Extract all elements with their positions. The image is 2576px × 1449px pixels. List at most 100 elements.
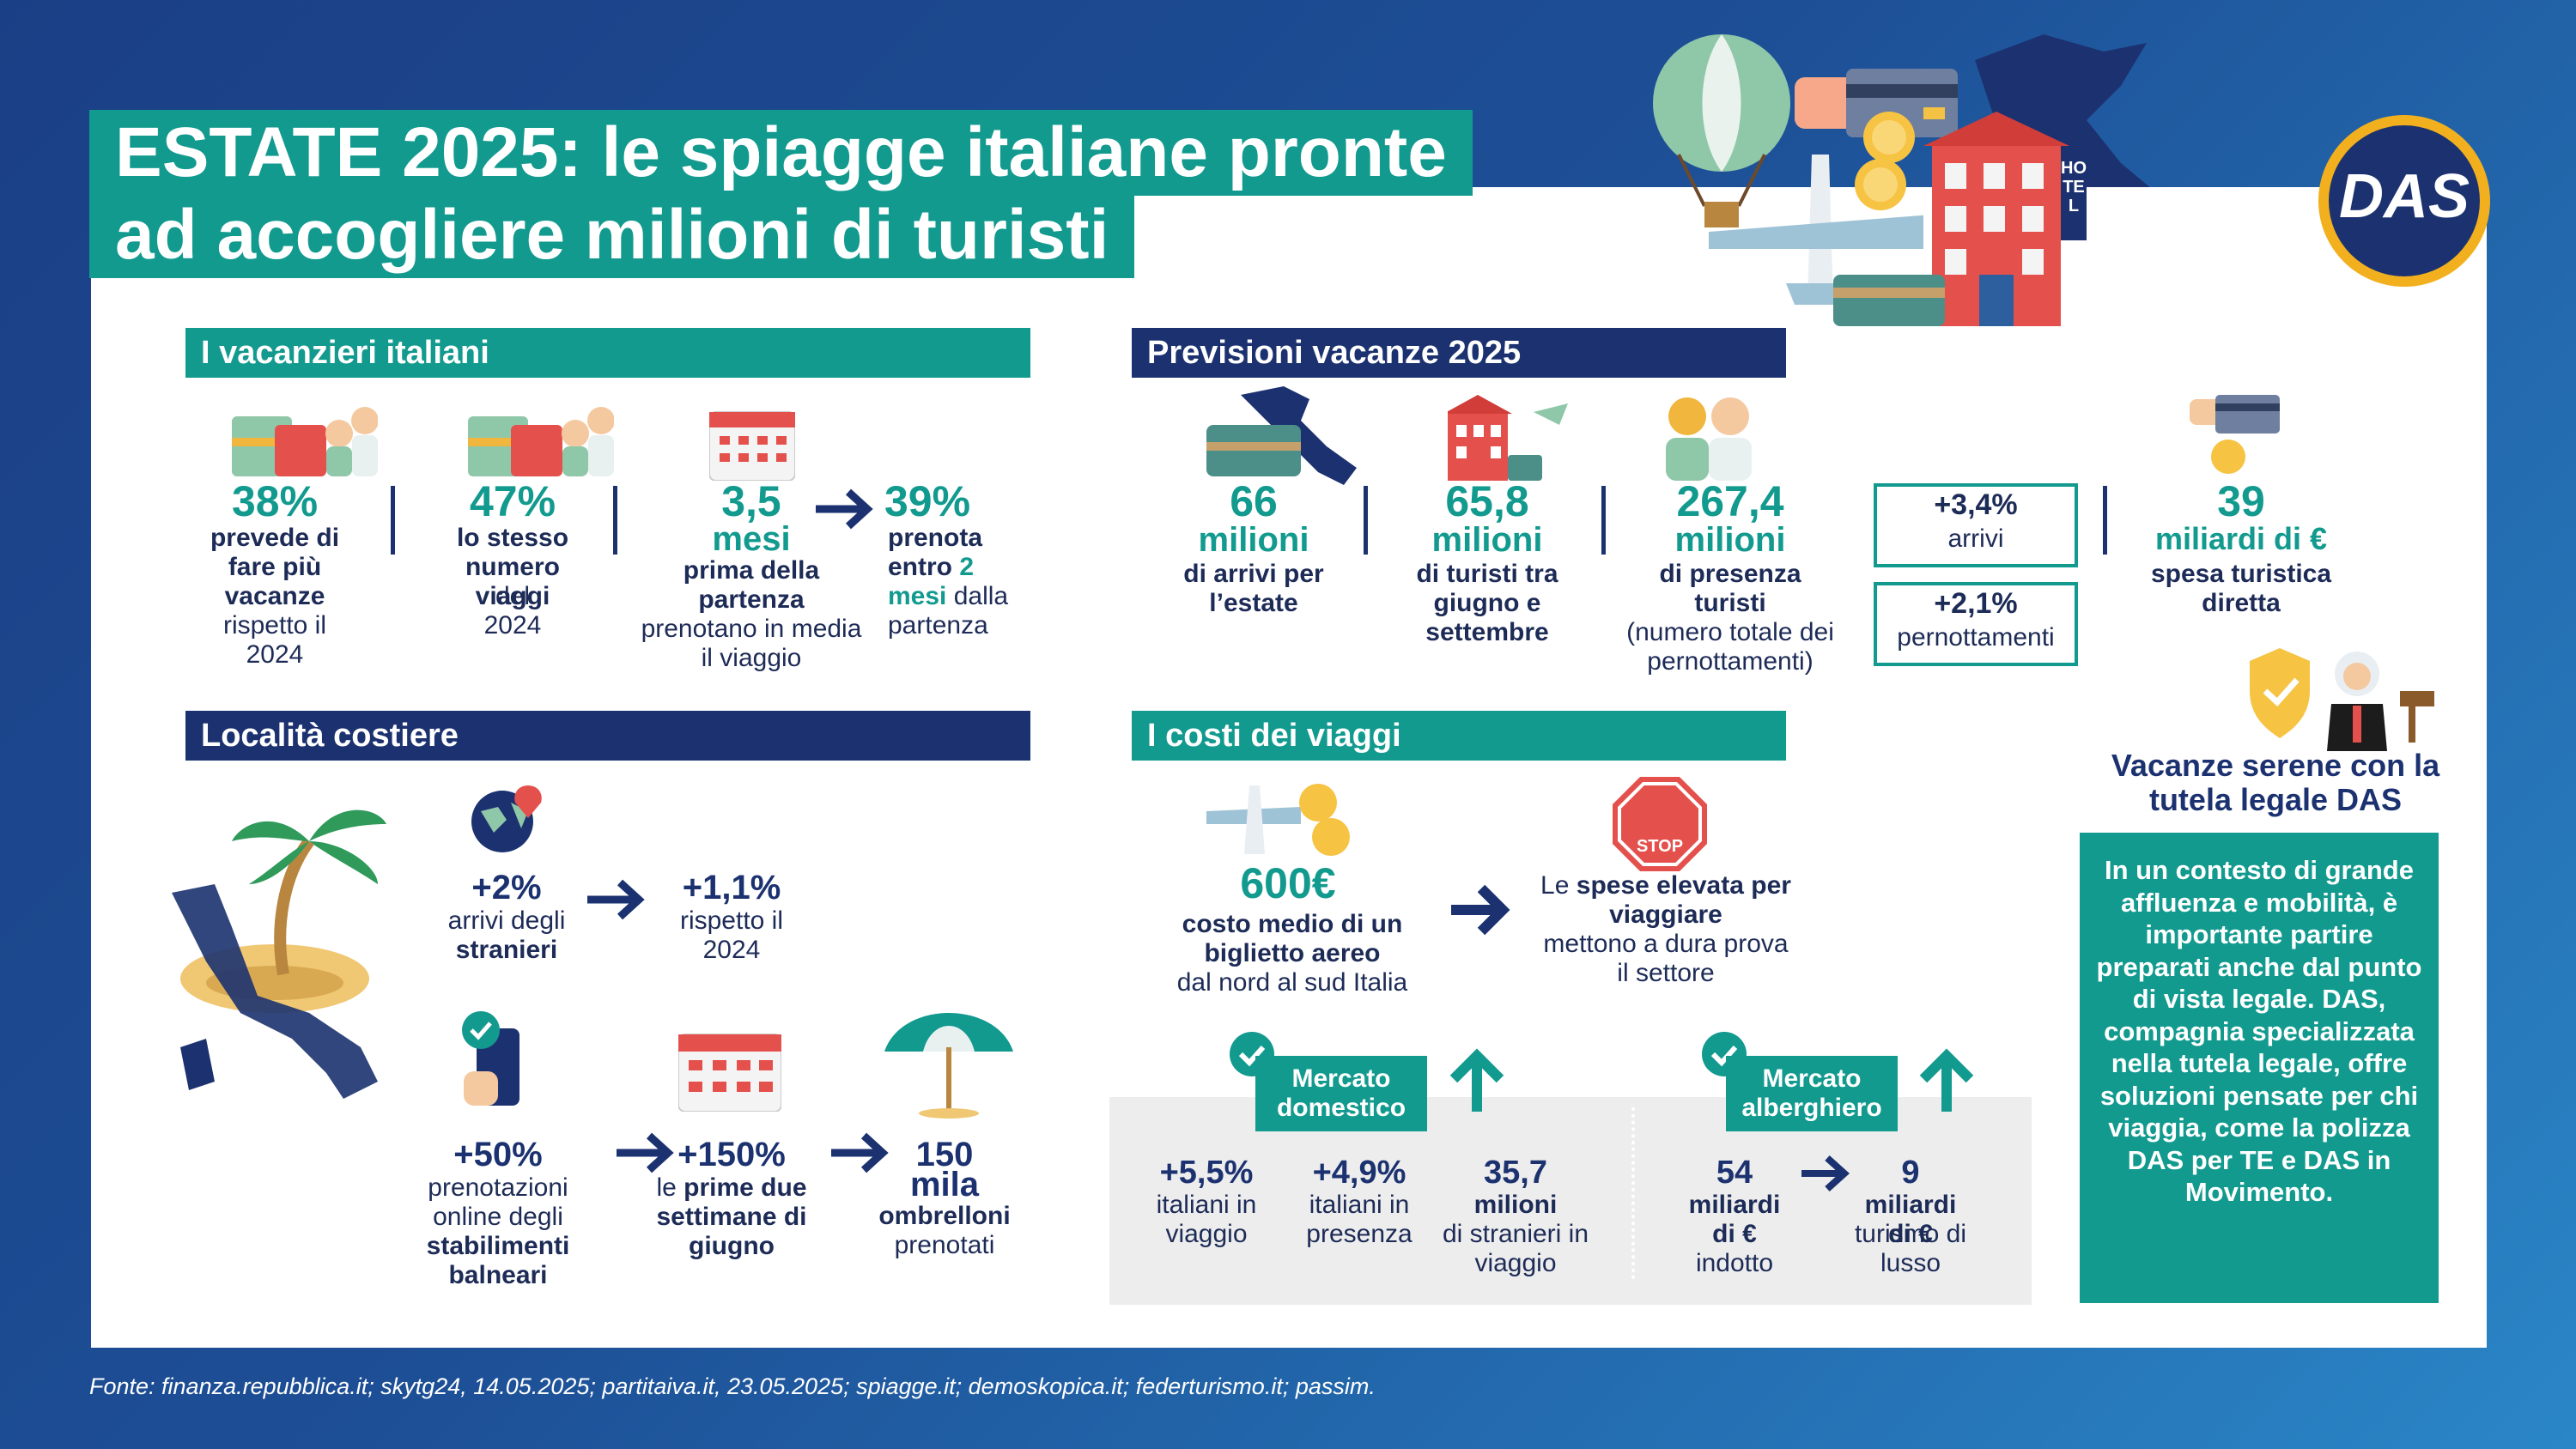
- prev-267-4-value: 267,4: [1676, 477, 1784, 525]
- dom-35-7-value: 35,7: [1484, 1155, 1547, 1191]
- prev-39-value: 39: [2217, 477, 2265, 525]
- alb-9-bold: miliardi di €: [1864, 1191, 1957, 1248]
- separator: [2103, 486, 2107, 555]
- cost-stop-text: Le spese elevata per viaggiare mettono a …: [1540, 871, 1791, 987]
- mercato-domestico-label: Mercato domestico: [1276, 1064, 1406, 1122]
- arrow-right-icon: [587, 879, 645, 920]
- dom-35-7-bold: milioni: [1473, 1191, 1558, 1219]
- prev-267-4-bold: di presenza turisti: [1659, 560, 1801, 617]
- stat-3-5-bold: prima della partenza: [683, 556, 820, 614]
- loc-150mila-unit: mila: [909, 1166, 980, 1203]
- das-logo-text: DAS: [2338, 162, 2470, 231]
- island-palm-icon: [172, 809, 386, 1099]
- people-icon: [1666, 397, 1752, 481]
- hotel-travel-icon: [1448, 395, 1568, 481]
- hotel-building-icon: [1923, 112, 2087, 326]
- section-previsioni-heading: Previsioni vacanze 2025: [1132, 328, 1786, 378]
- stat-47-bold: lo stesso numero viaggi: [456, 524, 569, 610]
- arrow-right-icon: [1451, 884, 1510, 936]
- loc-1-1-text: rispetto il 2024: [679, 906, 784, 964]
- stat-3-5-value: 3,5: [721, 477, 781, 525]
- stat-3-5-text: prenotano in media il viaggio: [641, 615, 862, 672]
- arrow-up-icon: [1919, 1048, 1974, 1112]
- smartphone-check-icon: [462, 1011, 519, 1106]
- cost-600-value: 600€: [1240, 859, 1336, 907]
- cost-600-bold: costo medio di un biglietto aereo: [1182, 910, 1403, 967]
- page-title-line1: ESTATE 2025: le spiagge italiane pronte: [89, 110, 1473, 196]
- dom-4-9-text: italiani in presenza: [1306, 1191, 1413, 1248]
- arrow-up-icon: [1449, 1048, 1504, 1112]
- coins-icon: [1855, 112, 1915, 210]
- globe-location-icon: [471, 785, 542, 852]
- payment-coins-icon: [2190, 395, 2280, 474]
- prev-65-8-text: di turisti tra giugno e settembre: [1416, 560, 1558, 646]
- dom-35-7-text: di stranieri in viaggio: [1442, 1220, 1589, 1277]
- prev-39-text: spesa turistica diretta: [2150, 560, 2332, 617]
- loc-2-bold: stranieri: [455, 936, 558, 964]
- loc-50-value: +50%: [453, 1136, 543, 1173]
- market-divider: [1631, 1107, 1635, 1279]
- loc-150mila-value: 150: [915, 1136, 974, 1173]
- arrow-right-icon: [617, 1132, 674, 1173]
- mercato-domestico-label-box: [1255, 1056, 1427, 1131]
- prev-267-4-text: (numero totale dei pernottamenti): [1626, 618, 1834, 676]
- alb-9-value: 9: [1901, 1155, 1920, 1191]
- stat-39-bold: prenota entro 2 mesi dalla partenza: [888, 524, 1009, 640]
- legal-shield-icon: [2250, 648, 2434, 751]
- stat-38-value: 38%: [231, 477, 319, 525]
- stat-47-value: 47%: [469, 477, 556, 525]
- market-panel: [1109, 1097, 2032, 1305]
- hotel-sign: HOTEL: [2061, 159, 2087, 215]
- plane-coins-icon: [1206, 784, 1350, 856]
- separator: [391, 486, 395, 555]
- loc-2-value: +2%: [471, 869, 542, 906]
- box-pernottamenti: [1874, 582, 2078, 666]
- prev-39-unit: miliardi di €: [2154, 521, 2328, 556]
- suitcase-icon: [1833, 275, 1945, 326]
- stat-39-value: 39%: [884, 477, 971, 525]
- das-logo-inner: [2329, 125, 2480, 276]
- alb-54-bold: miliardi di €: [1688, 1191, 1781, 1248]
- separator: [1601, 486, 1606, 555]
- prev-66-text: di arrivi per l’estate: [1183, 560, 1324, 617]
- box-arrivi-label: arrivi: [1947, 524, 2004, 553]
- das-body-box: [2080, 833, 2439, 1303]
- loc-50-bold: stabilimenti balneari: [426, 1232, 570, 1289]
- box-pernottamenti-label: pernottamenti: [1897, 623, 2055, 652]
- source-note: Fonte: finanza.repubblica.it; skytg24, 1…: [89, 1373, 1376, 1399]
- hot-air-balloon-icon: [1653, 34, 1790, 227]
- alb-54-value: 54: [1716, 1155, 1753, 1191]
- prev-65-8-unit: milioni: [1431, 521, 1543, 559]
- cost-600-text: dal nord al sud Italia: [1176, 968, 1408, 997]
- stop-sign-text: STOP: [1636, 837, 1684, 856]
- arrow-right-icon: [831, 1132, 889, 1173]
- mercato-alberghiero-label-box: [1726, 1056, 1898, 1131]
- dom-5-5-value: +5,5%: [1159, 1155, 1254, 1191]
- prev-267-4-unit: milioni: [1674, 521, 1786, 559]
- loc-150mila-text: prenotati: [894, 1231, 995, 1259]
- family-luggage-icon: [468, 407, 614, 476]
- family-luggage-icon: [232, 407, 378, 476]
- section-costi-heading: I costi dei viaggi: [1132, 711, 1786, 761]
- section-vacanzieri-heading: I vacanzieri italiani: [185, 328, 1030, 378]
- das-body: In un contesto di grande affluenza e mob…: [2096, 855, 2422, 1207]
- loc-1-1-value: +1,1%: [682, 869, 781, 906]
- beach-umbrella-icon: [884, 1013, 1013, 1119]
- stat-47-text: del: [495, 582, 531, 610]
- loc-150-text: le prime due settimane di giugno: [656, 1173, 807, 1260]
- loc-2-text: arrivi degli: [447, 906, 566, 935]
- stat-38-bold: prevede di fare più vacanze: [210, 524, 340, 610]
- stat-38-text: rispetto il 2024: [222, 611, 327, 669]
- italy-suitcase-icon: [1206, 386, 1357, 485]
- prev-65-8-value: 65,8: [1445, 477, 1529, 525]
- prev-66-unit: milioni: [1198, 521, 1309, 559]
- stop-sign-icon: [1613, 777, 1707, 871]
- calendar-icon: [709, 411, 795, 481]
- prev-66-value: 66: [1230, 477, 1278, 525]
- arrow-right-icon: [1801, 1155, 1850, 1191]
- loc-150-value: +150%: [677, 1136, 786, 1173]
- dom-5-5-text: italiani in viaggio: [1156, 1191, 1257, 1248]
- das-heading: Vacanze serene con la tutela legale DAS: [2111, 748, 2440, 817]
- page-title-line2: ad accogliere milioni di turisti: [89, 192, 1135, 278]
- loc-150mila-bold: ombrelloni: [878, 1202, 1011, 1230]
